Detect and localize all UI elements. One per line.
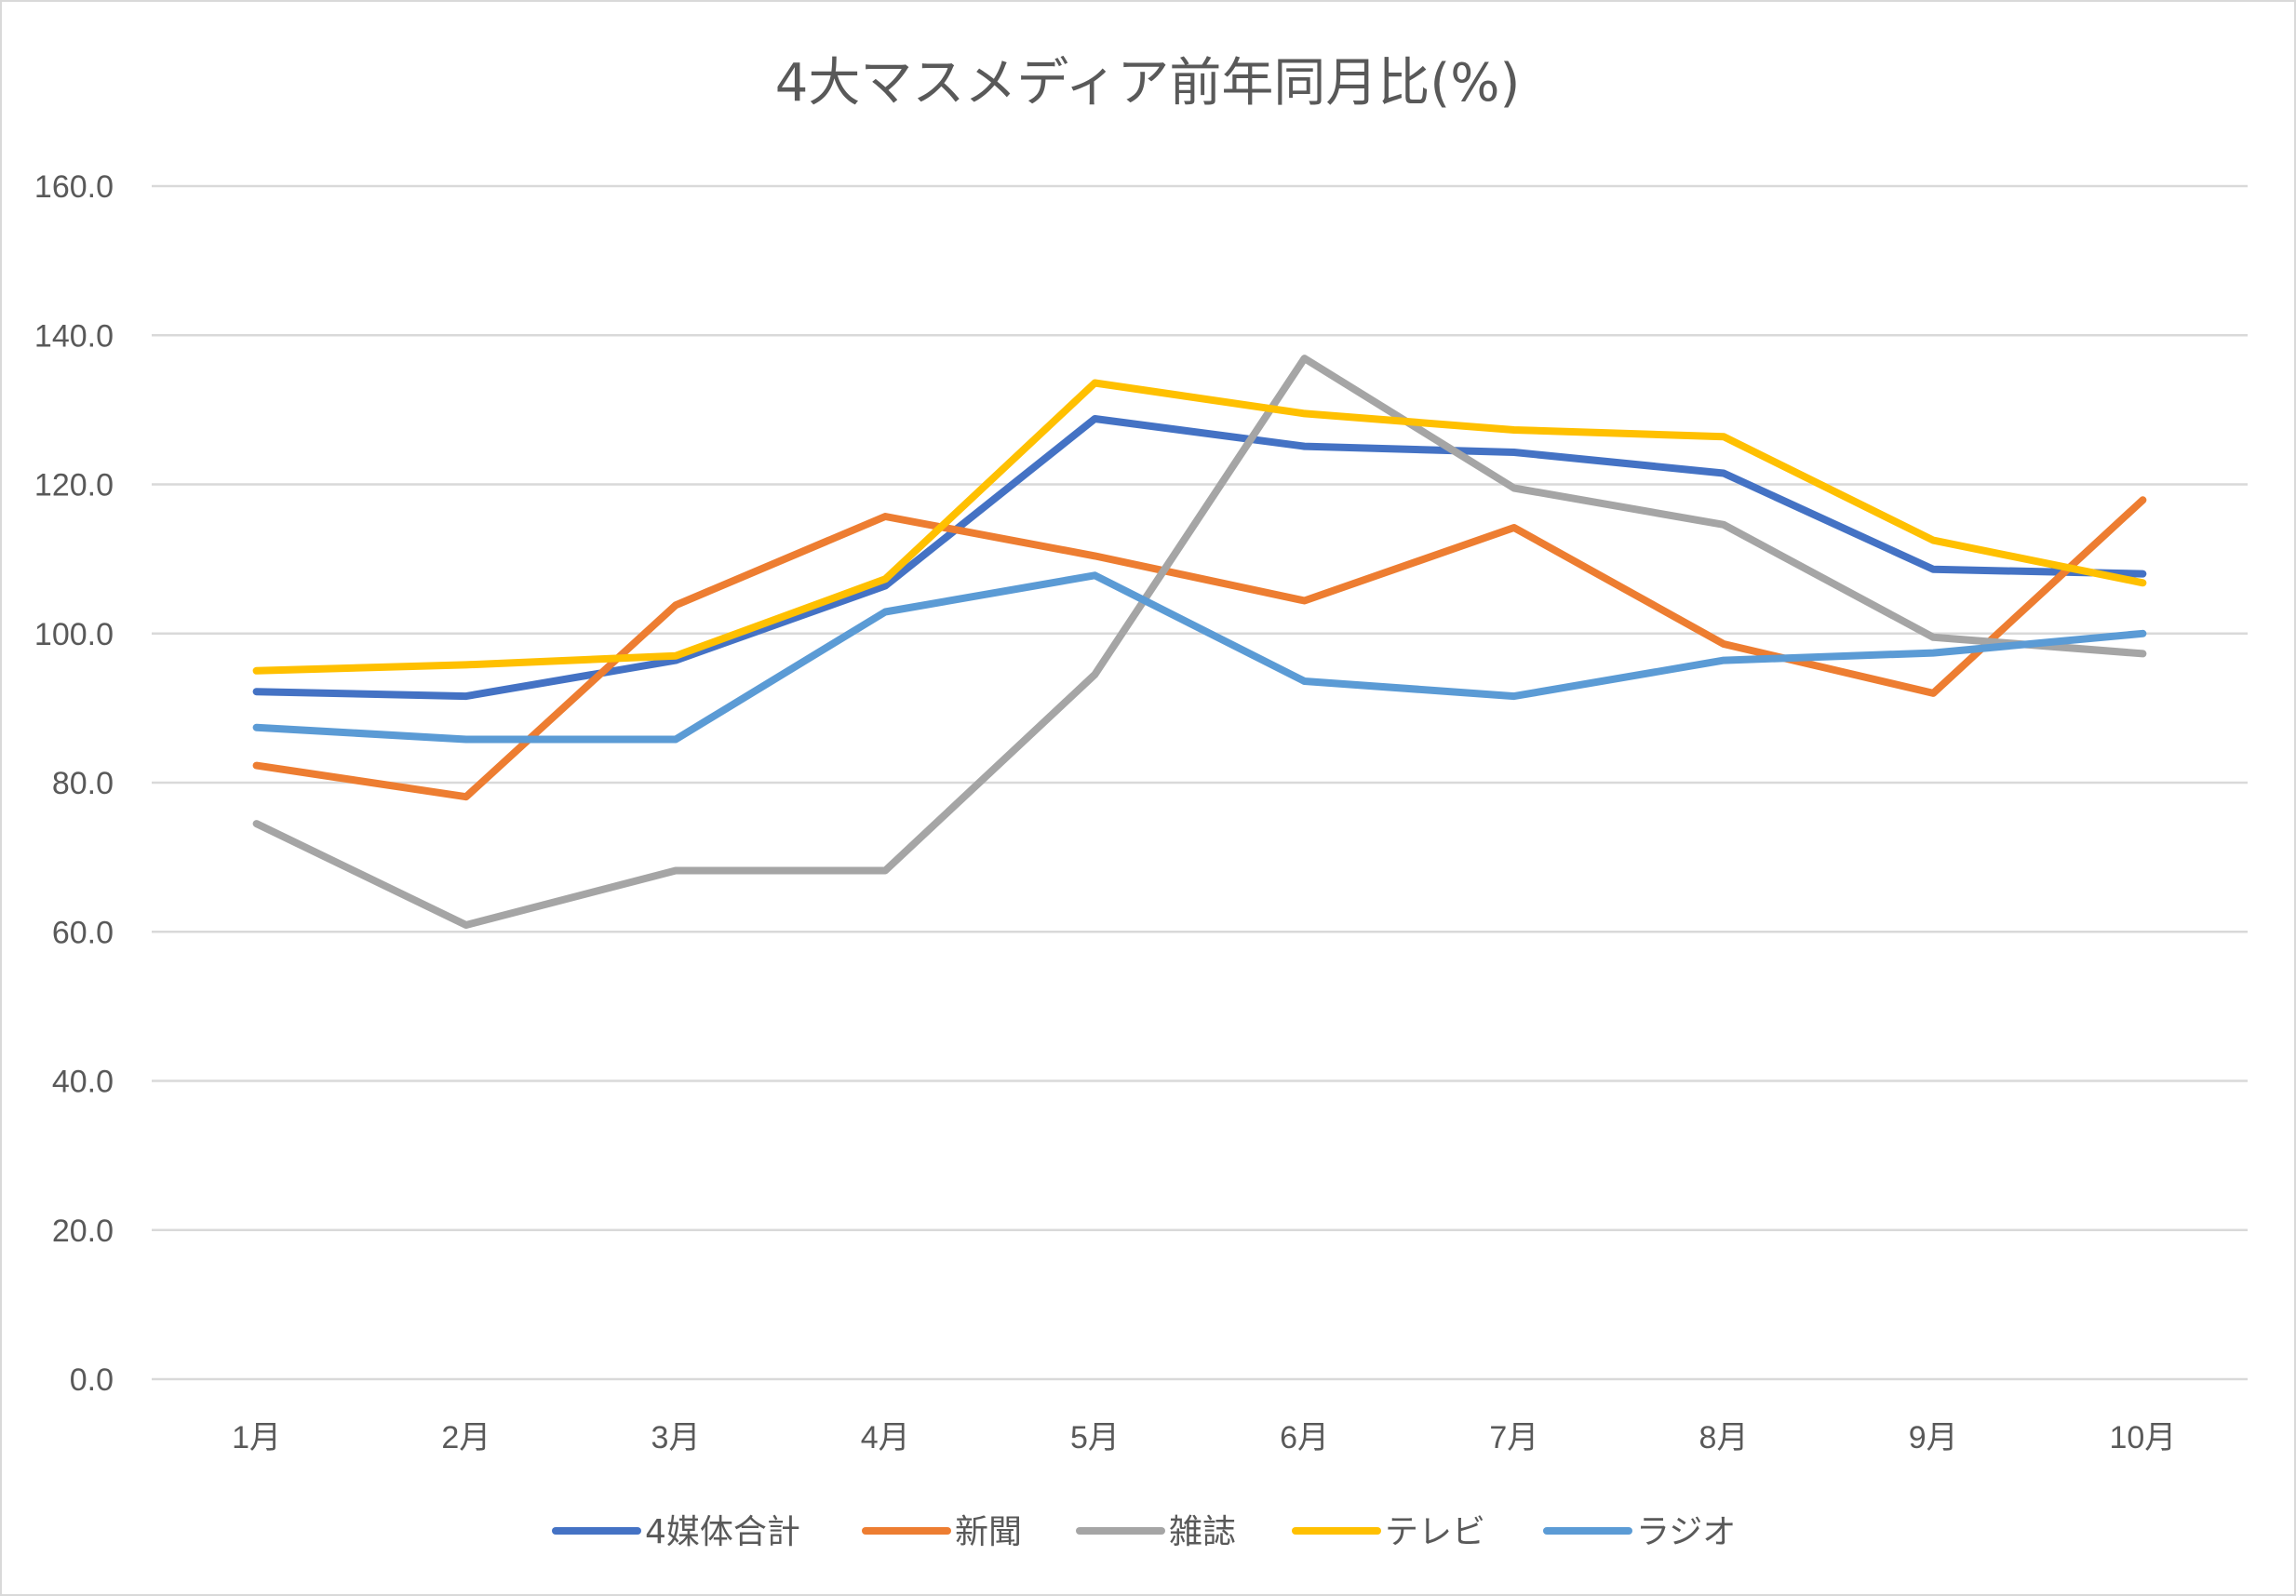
- y-tick-label: 40.0: [52, 1065, 114, 1100]
- y-tick-label: 60.0: [52, 915, 114, 950]
- x-tick-label: 7月: [1489, 1420, 1538, 1455]
- series-lines: [252, 355, 2147, 929]
- legend-label: テレビ: [1385, 1513, 1485, 1551]
- x-tick-label: 1月: [232, 1420, 281, 1455]
- x-tick-label: 5月: [1070, 1420, 1120, 1455]
- legend-label: ラジオ: [1636, 1513, 1736, 1551]
- x-tick-label: 3月: [651, 1420, 701, 1455]
- series-line-1: [252, 415, 2147, 701]
- x-tick-label: 9月: [1909, 1420, 1958, 1455]
- x-tick-label: 6月: [1280, 1420, 1329, 1455]
- y-axis-ticks: 0.0 20.0 40.0 60.0 80.0 100.0 120.0 140.0 160.0: [34, 169, 114, 1398]
- legend-label: 新聞: [955, 1513, 1022, 1551]
- y-tick-label: 20.0: [52, 1214, 114, 1249]
- gridlines: [152, 184, 2248, 1381]
- legend-label: 4媒体合計: [645, 1513, 800, 1551]
- y-tick-label: 160.0: [34, 169, 114, 205]
- y-tick-label: 140.0: [34, 318, 114, 354]
- series-line-4: [252, 379, 2147, 675]
- y-tick-label: 100.0: [34, 617, 114, 652]
- x-tick-label: 2月: [441, 1420, 490, 1455]
- legend: 4媒体合計 新聞 雑誌 テレビ ラジオ: [552, 1513, 1736, 1551]
- series-line-5: [252, 571, 2147, 744]
- x-tick-label: 10月: [2109, 1420, 2176, 1455]
- x-tick-label: 8月: [1699, 1420, 1749, 1455]
- series-line-3: [252, 355, 2147, 929]
- legend-label: 雑誌: [1169, 1513, 1236, 1551]
- x-tick-label: 4月: [861, 1420, 910, 1455]
- series-line-2: [252, 496, 2147, 801]
- chart-title: 4大マスメディア前年同月比(%): [775, 53, 1521, 114]
- y-tick-label: 80.0: [52, 766, 114, 801]
- x-axis-ticks: 1月 2月 3月 4月 5月 6月 7月 8月 9月 10月: [232, 1420, 2176, 1455]
- y-tick-label: 120.0: [34, 468, 114, 503]
- y-tick-label: 0.0: [70, 1362, 114, 1398]
